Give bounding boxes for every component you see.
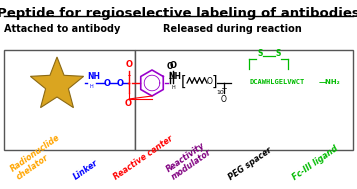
- Text: O: O: [170, 61, 176, 70]
- Bar: [135, 50, 353, 150]
- Text: DCAWHLGELVWCT: DCAWHLGELVWCT: [249, 79, 304, 85]
- Text: Reactivity
modulator: Reactivity modulator: [164, 139, 214, 182]
- Text: PEG spacer: PEG spacer: [227, 146, 273, 182]
- Text: O: O: [167, 62, 173, 71]
- Text: ]: ]: [212, 75, 217, 89]
- Text: O: O: [126, 60, 132, 69]
- Text: H: H: [171, 85, 175, 90]
- Text: Radionuclide
chelator: Radionuclide chelator: [9, 133, 68, 182]
- Text: Linker: Linker: [71, 159, 100, 182]
- Text: O: O: [125, 99, 131, 108]
- Text: NH: NH: [168, 72, 181, 81]
- Text: Attached to antibody: Attached to antibody: [4, 24, 121, 34]
- Text: O: O: [104, 78, 111, 88]
- Text: Released during reaction: Released during reaction: [163, 24, 301, 34]
- Text: 10: 10: [216, 90, 224, 95]
- Text: S: S: [258, 49, 263, 58]
- Text: Fc-III ligand: Fc-III ligand: [291, 144, 340, 182]
- Polygon shape: [30, 57, 84, 108]
- Text: O: O: [117, 78, 124, 88]
- Text: [: [: [181, 75, 186, 89]
- Bar: [4, 50, 135, 150]
- Text: O: O: [207, 77, 213, 87]
- Text: —NH₂: —NH₂: [319, 79, 341, 85]
- Text: H: H: [90, 84, 93, 89]
- Text: NH: NH: [87, 72, 100, 81]
- Text: Reactive center: Reactive center: [112, 134, 175, 182]
- Text: Peptide for regioselective labeling of antibodies: Peptide for regioselective labeling of a…: [0, 7, 357, 20]
- Text: O: O: [221, 95, 227, 104]
- Text: S: S: [276, 49, 281, 58]
